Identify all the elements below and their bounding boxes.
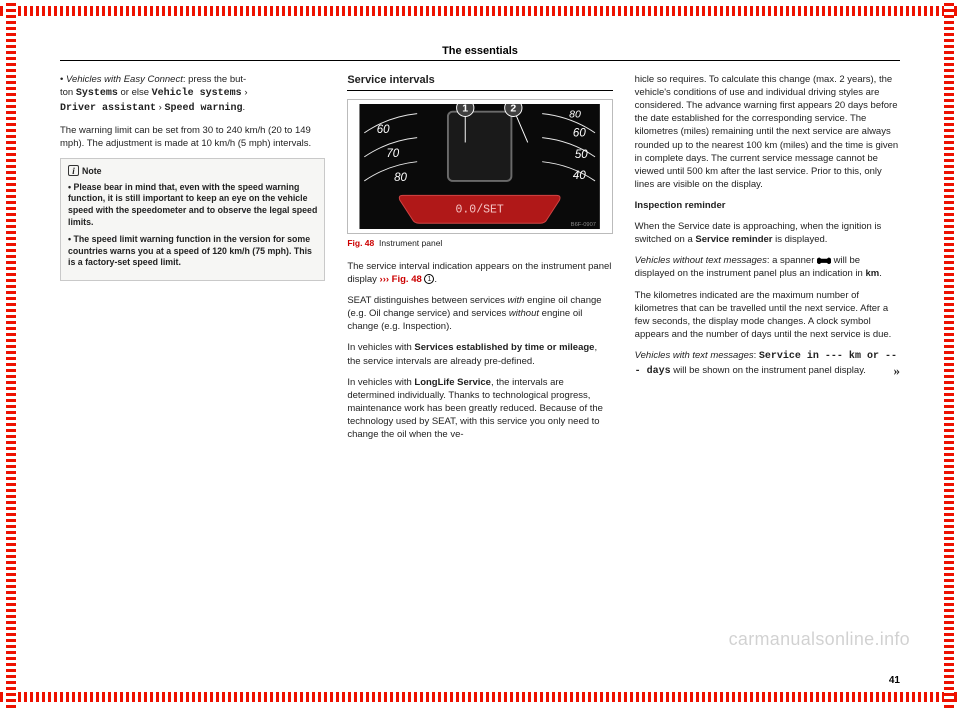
border-left xyxy=(6,0,16,708)
paragraph: In vehicles with Services established by… xyxy=(347,341,612,367)
svg-text:60: 60 xyxy=(573,128,586,140)
spanner-icon xyxy=(817,257,831,264)
svg-text:80: 80 xyxy=(569,109,581,121)
svg-text:2: 2 xyxy=(511,104,517,115)
page-header: The essentials xyxy=(60,45,900,61)
note-paragraph: • The speed limit warning function in th… xyxy=(68,234,317,269)
paragraph: When the Service date is approaching, wh… xyxy=(635,220,900,246)
section-heading: Service intervals xyxy=(347,73,612,91)
page-content: The essentials • Vehicles with Easy Conn… xyxy=(60,45,900,663)
border-right xyxy=(944,0,954,708)
paragraph: • Vehicles with Easy Connect: press the … xyxy=(60,73,325,116)
paragraph: The kilometres indicated are the maximum… xyxy=(635,289,900,341)
paragraph: In vehicles with LongLife Service, the i… xyxy=(347,376,612,442)
svg-text:80: 80 xyxy=(394,172,407,184)
page-number: 41 xyxy=(889,675,900,686)
svg-text:40: 40 xyxy=(573,170,586,182)
note-paragraph: • Please bear in mind that, even with th… xyxy=(68,182,317,229)
paragraph: Vehicles without text messages: a spanne… xyxy=(635,254,900,280)
paragraph: Vehicles with text messages: Service in … xyxy=(635,349,900,379)
column-3: hicle so requires. To calculate this cha… xyxy=(635,73,900,663)
paragraph: The service interval indication appears … xyxy=(347,260,612,286)
note-title: iNote xyxy=(68,165,317,178)
paragraph: The warning limit can be set from 30 to … xyxy=(60,124,325,150)
border-bottom xyxy=(0,692,960,702)
column-2: Service intervals 60 70 80 xyxy=(347,73,612,663)
column-layout: • Vehicles with Easy Connect: press the … xyxy=(60,73,900,663)
subheading: Inspection reminder xyxy=(635,199,900,212)
info-icon: i xyxy=(68,165,79,176)
svg-text:1: 1 xyxy=(463,104,469,115)
border-top xyxy=(0,6,960,16)
column-1: • Vehicles with Easy Connect: press the … xyxy=(60,73,325,663)
svg-text:70: 70 xyxy=(387,148,400,160)
instrument-panel-svg: 60 70 80 80 60 50 40 xyxy=(352,104,607,229)
svg-text:60: 60 xyxy=(377,124,390,136)
continue-icon: » xyxy=(893,362,900,380)
callout-1: 1 xyxy=(424,274,434,284)
figure-box: 60 70 80 80 60 50 40 xyxy=(347,99,612,234)
paragraph: hicle so requires. To calculate this cha… xyxy=(635,73,900,191)
svg-text:B6F-0907: B6F-0907 xyxy=(571,222,596,228)
paragraph: SEAT distinguishes between services with… xyxy=(347,294,612,333)
svg-text:0.0/SET: 0.0/SET xyxy=(456,204,504,217)
figure-caption: Fig. 48 Instrument panel xyxy=(347,238,612,250)
watermark: carmanualsonline.info xyxy=(729,629,910,650)
svg-text:50: 50 xyxy=(575,149,588,161)
note-box: iNote • Please bear in mind that, even w… xyxy=(60,158,325,281)
